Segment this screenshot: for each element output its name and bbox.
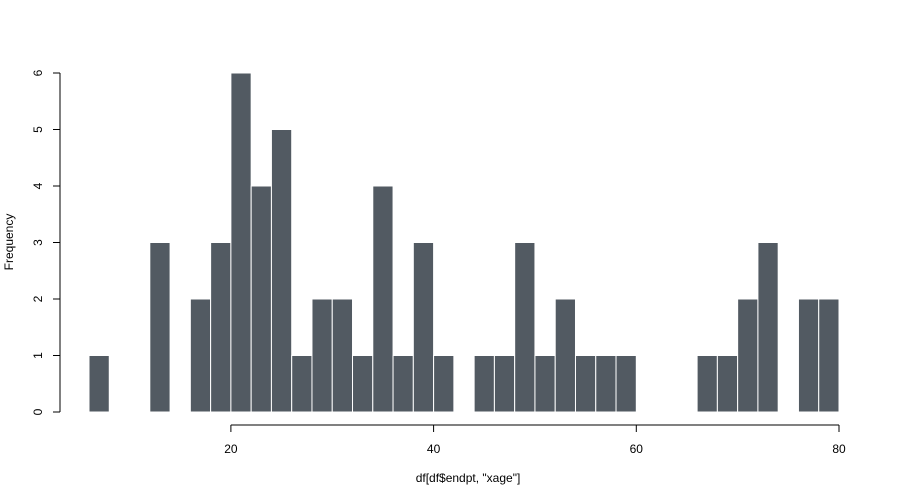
y-tick-label: 4 (31, 182, 45, 189)
histogram-bar (250, 185, 272, 413)
x-axis: 20 40 60 80 (224, 424, 846, 456)
histogram-bar (331, 298, 354, 413)
histogram-bar (210, 242, 232, 413)
histogram-bar (433, 355, 455, 413)
y-tick-label: 6 (31, 69, 45, 76)
y-axis: 0 1 2 3 4 5 6 (31, 69, 61, 415)
y-tick-label: 1 (31, 352, 45, 359)
histogram-bar (473, 355, 495, 413)
x-tick-label: 20 (224, 442, 238, 456)
histogram-bar (270, 129, 293, 413)
histogram-bar (818, 298, 840, 413)
histogram-bar (595, 355, 617, 413)
histogram-bar (615, 355, 637, 413)
histogram-bar (574, 355, 597, 413)
x-tick-label: 60 (630, 442, 644, 456)
histogram-bar (737, 298, 759, 413)
y-tick-label: 0 (31, 408, 45, 415)
y-tick-label: 3 (31, 239, 45, 246)
histogram-bar (514, 242, 536, 413)
histogram-bar (88, 355, 110, 413)
histogram-bar (696, 355, 718, 413)
y-tick-label: 2 (31, 295, 45, 302)
histogram-bars (88, 72, 840, 413)
histogram-bar (311, 298, 333, 413)
histogram-bar (352, 355, 374, 413)
histogram-bar (554, 298, 576, 413)
y-tick-label: 5 (31, 126, 45, 133)
x-tick-label: 40 (427, 442, 441, 456)
histogram-bar (534, 355, 556, 413)
histogram-bar (392, 355, 414, 413)
x-axis-title: df[df$endpt, "xage"] (416, 471, 521, 485)
histogram-bar (230, 72, 252, 413)
histogram-bar (797, 298, 820, 413)
x-tick-label: 80 (832, 442, 846, 456)
histogram-bar (716, 355, 739, 413)
histogram-bar (412, 242, 435, 413)
histogram-bar (189, 298, 212, 413)
histogram-bar (757, 242, 779, 413)
y-axis-title: Frequency (2, 214, 16, 271)
histogram-bar (493, 355, 516, 413)
histogram-bar (149, 242, 171, 413)
histogram-bar (291, 355, 313, 413)
histogram-bar (372, 185, 394, 413)
